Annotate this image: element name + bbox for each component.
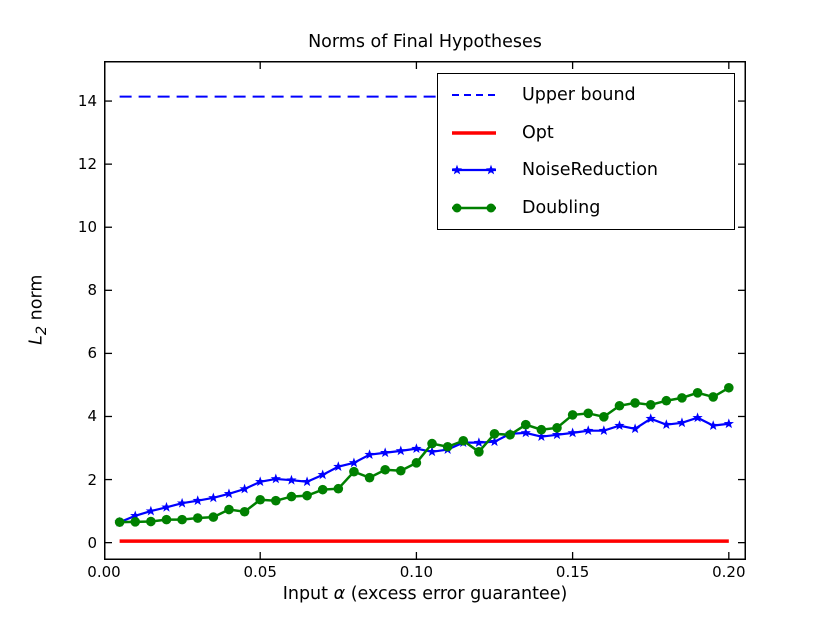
y-tick-label: 4 <box>87 407 97 426</box>
x-tick-label: 0.20 <box>712 563 746 581</box>
legend-sample-dashed-line <box>452 93 496 96</box>
chart-title: Norms of Final Hypotheses <box>308 32 542 52</box>
x-tick-label: 0.10 <box>399 563 434 581</box>
legend-item-doubling: Doubling <box>438 190 734 226</box>
series-noisereduction <box>114 412 734 527</box>
x-tick-label: 0.00 <box>87 563 121 581</box>
y-tick-label: 8 <box>87 281 97 300</box>
y-tick-label: 10 <box>77 218 97 237</box>
axes-frame <box>104 61 746 560</box>
x-axis-label: Input α (excess error guarantee) <box>282 584 568 604</box>
y-tick-label: 12 <box>77 155 97 174</box>
plot-canvas <box>104 61 746 560</box>
legend-sample-star-line <box>451 164 497 175</box>
x-tick-label: 0.05 <box>243 563 277 581</box>
y-tick-label: 14 <box>77 92 97 111</box>
legend-label-doubling: Doubling <box>522 198 601 219</box>
alpha-symbol: α <box>333 584 346 604</box>
legend-sample-circle-line <box>452 203 496 213</box>
legend-label-noisereduction: NoiseReduction <box>522 160 659 181</box>
axis-ticks <box>104 62 745 559</box>
legend-label-upper-bound: Upper bound <box>522 84 636 105</box>
series-doubling <box>114 382 734 527</box>
legend-box: Upper bound Opt NoiseReduction Doubling <box>437 73 735 230</box>
legend-label-opt: Opt <box>522 122 554 143</box>
legend-sample-solid-line <box>452 130 496 135</box>
legend-item-upper-bound: Upper bound <box>438 77 734 113</box>
legend-item-noisereduction: NoiseReduction <box>438 152 734 188</box>
x-tick-label: 0.15 <box>555 563 590 581</box>
y-tick-label: 6 <box>87 344 97 363</box>
y-tick-label: 0 <box>87 533 97 552</box>
y-axis-label: L2 norm <box>26 274 50 345</box>
series-layer <box>114 95 734 543</box>
legend-item-opt: Opt <box>438 115 734 151</box>
y-tick-label: 2 <box>87 470 97 489</box>
